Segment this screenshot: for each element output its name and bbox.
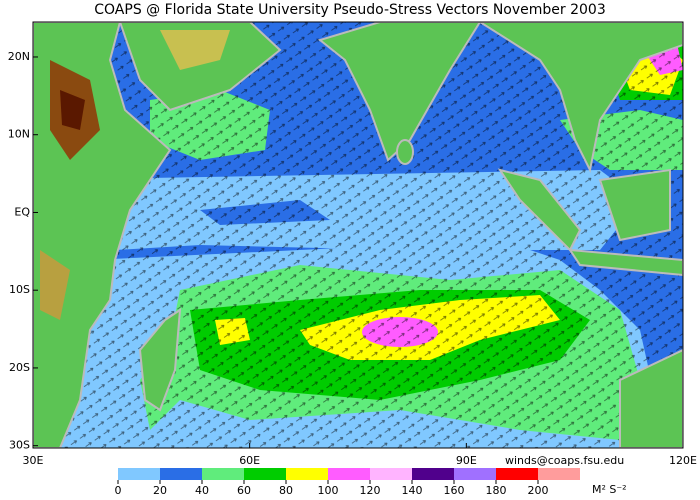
lon-label: 120E	[669, 454, 697, 467]
lat-label: 10S	[9, 283, 30, 296]
colorbar-label: 80	[279, 484, 293, 497]
colorbar-swatch	[202, 468, 244, 480]
colorbar-label: 100	[318, 484, 339, 497]
colorbar-swatch	[244, 468, 286, 480]
colorbar-swatch	[370, 468, 412, 480]
lon-label: 90E	[456, 454, 477, 467]
colorbar-label: 140	[402, 484, 423, 497]
lat-label: EQ	[14, 205, 30, 218]
colorbar-swatch	[160, 468, 202, 480]
map-area	[33, 22, 683, 448]
colorbar-label: 40	[195, 484, 209, 497]
colorbar-swatch	[454, 468, 496, 480]
colorbar-unit: M² S⁻²	[592, 483, 627, 496]
colorbar-label: 180	[486, 484, 507, 497]
lon-label: 60E	[239, 454, 260, 467]
colorbar-swatch	[118, 468, 160, 480]
colorbar-label: 120	[360, 484, 381, 497]
lat-label: 30S	[9, 439, 30, 452]
colorbar-label: 60	[237, 484, 251, 497]
colorbar-swatch	[286, 468, 328, 480]
lat-label: 20N	[8, 50, 30, 63]
colorbar-swatch	[538, 468, 580, 480]
lat-label: 10N	[8, 128, 30, 141]
map-title: COAPS @ Florida State University Pseudo-…	[94, 2, 606, 18]
lat-label: 20S	[9, 361, 30, 374]
colorbar-label: 20	[153, 484, 167, 497]
colorbar-label: 160	[444, 484, 465, 497]
colorbar-swatch	[496, 468, 538, 480]
colorbar-swatch	[328, 468, 370, 480]
lon-label: 30E	[23, 454, 44, 467]
map-frame	[32, 21, 684, 449]
colorbar-swatch	[412, 468, 454, 480]
credit: winds@coaps.fsu.edu	[505, 454, 624, 467]
colorbar-label: 0	[115, 484, 122, 497]
colorbar-label: 200	[528, 484, 549, 497]
